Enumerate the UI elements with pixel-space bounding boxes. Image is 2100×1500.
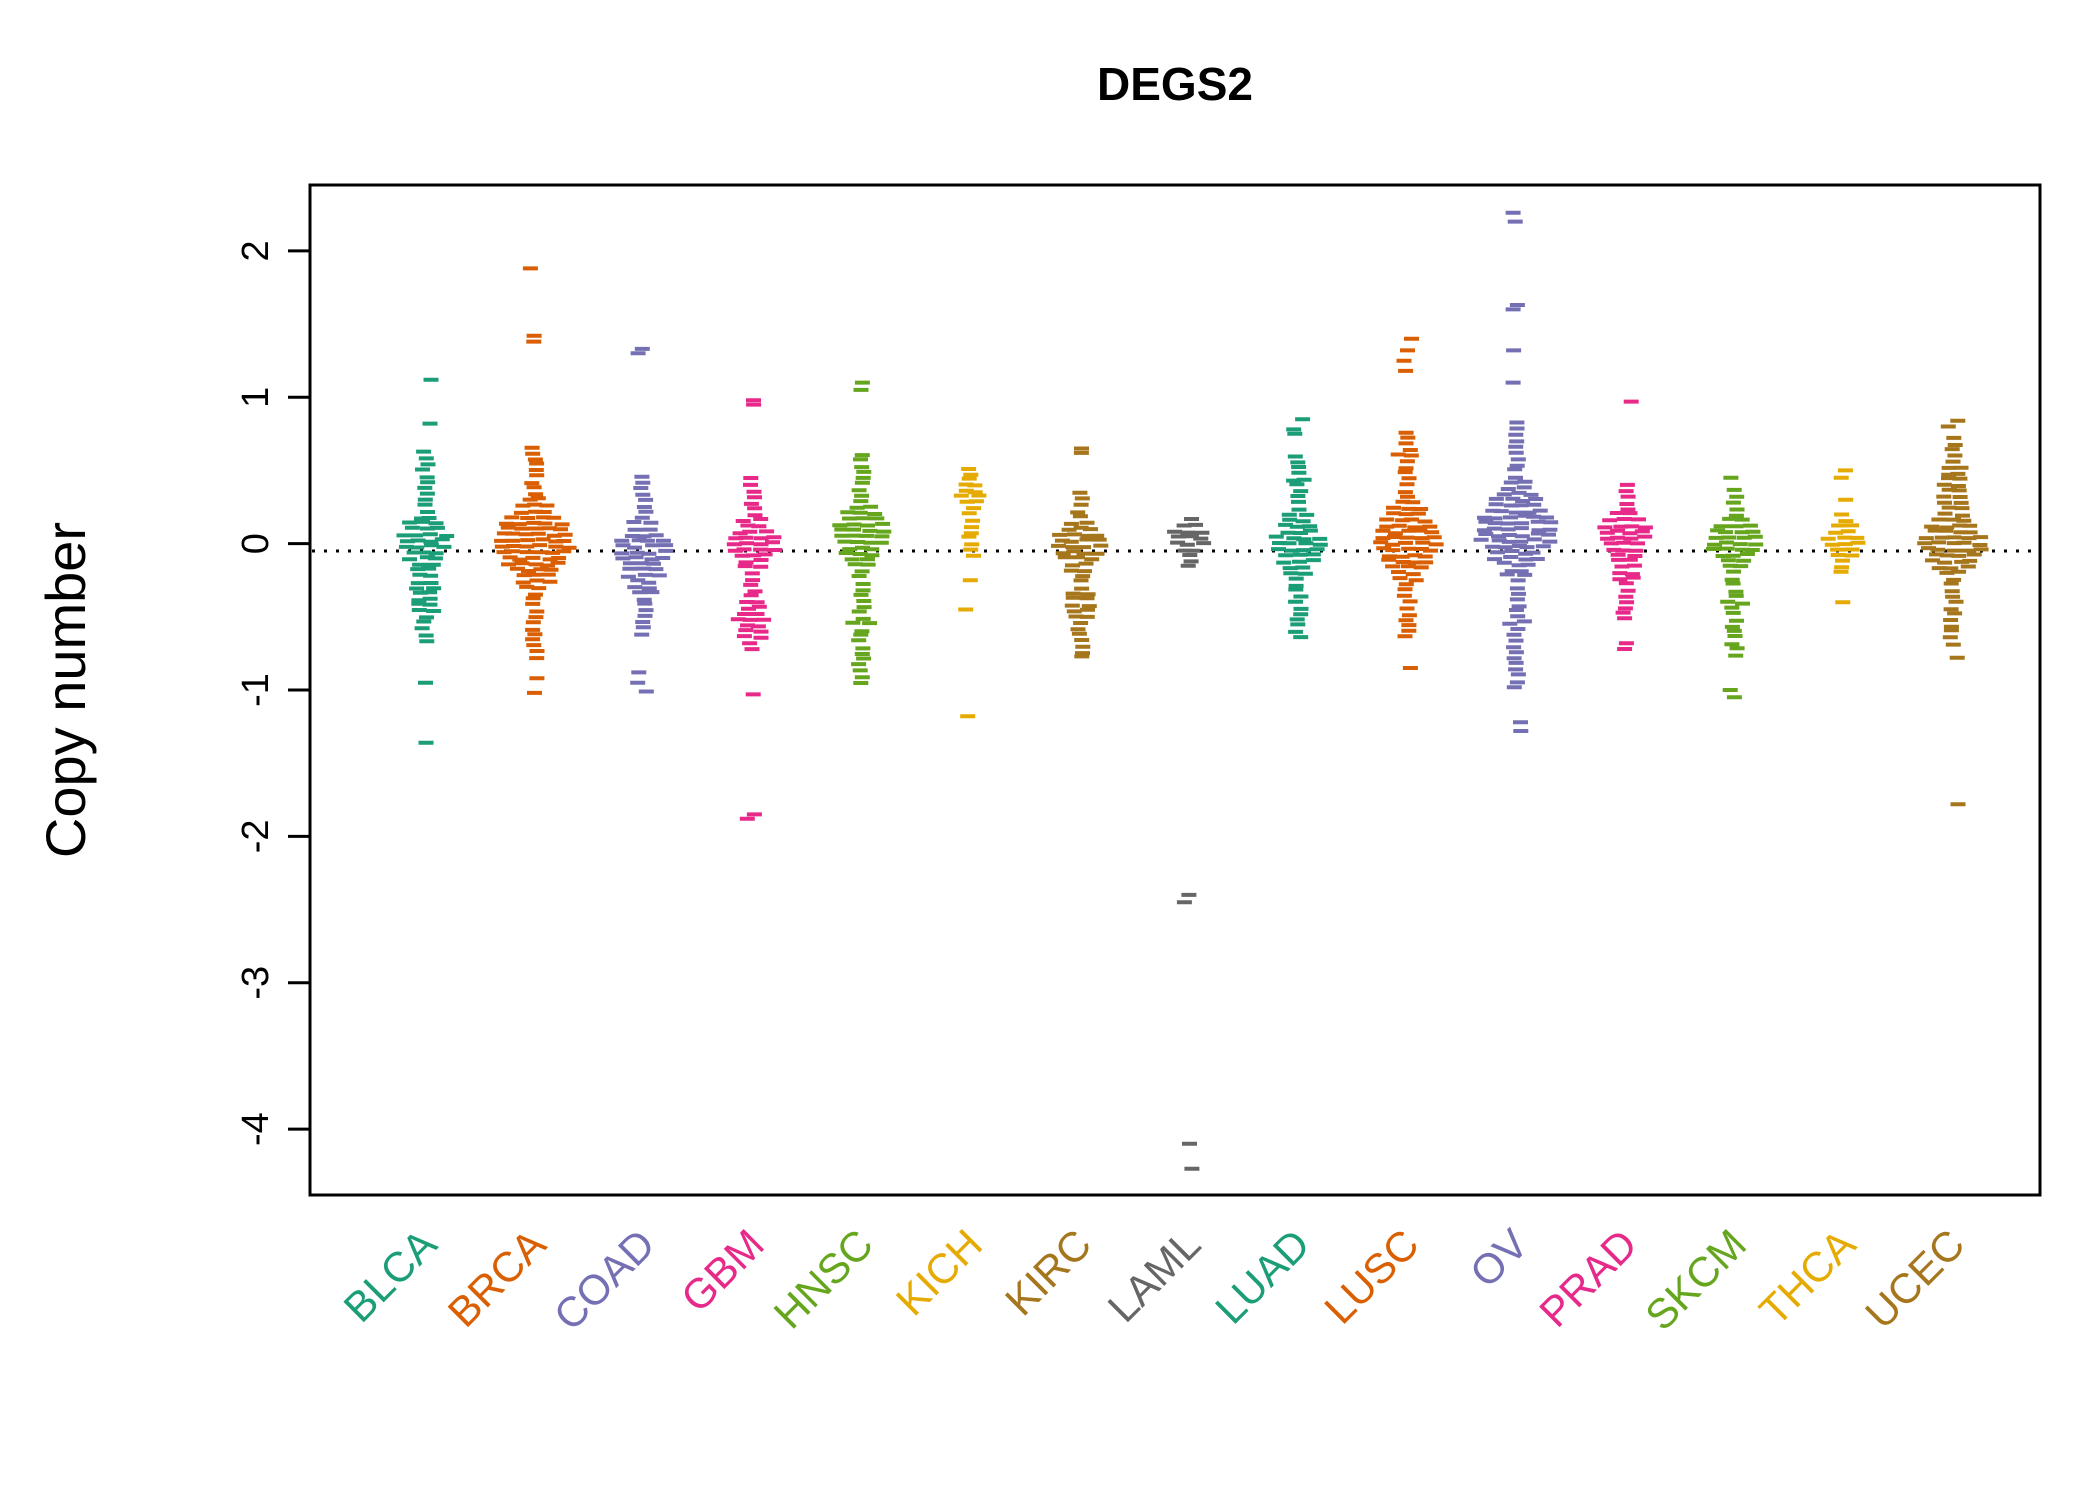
violin-dashes-prad <box>1597 399 1653 651</box>
y-axis-tick-label: -4 <box>235 1112 277 1146</box>
plot-border <box>308 183 2042 1197</box>
y-axis-tick-label: -2 <box>235 819 277 853</box>
violin-dashes-thca <box>1820 468 1866 605</box>
x-axis-label-prad: PRAD <box>1530 1220 1646 1336</box>
violin-dashes-lusc <box>1373 336 1444 670</box>
x-axis-label-kich: KICH <box>887 1220 991 1324</box>
violin-lusc: LUSC <box>1315 336 1444 1333</box>
violin-kirc: KIRC <box>996 446 1109 1324</box>
violin-ucec: UCEC <box>1856 418 1989 1338</box>
x-axis-label-lusc: LUSC <box>1315 1220 1427 1332</box>
violin-coad: COAD <box>545 346 674 1339</box>
violin-dashes-kirc <box>1051 446 1109 659</box>
violin-dashes-luad <box>1268 417 1328 640</box>
violin-dashes-kich <box>953 467 987 719</box>
violin-blca: BLCA <box>335 377 455 1331</box>
violin-dashes-hnsc <box>832 380 892 685</box>
violin-dashes-brca <box>494 266 577 695</box>
x-axis-label-laml: LAML <box>1099 1220 1210 1331</box>
y-axis-tick-label: 0 <box>235 533 277 554</box>
violin-dashes-ov <box>1473 210 1559 733</box>
violin-dashes-blca <box>396 377 455 745</box>
violin-dashes-coad <box>614 346 674 694</box>
violin-skcm: SKCM <box>1636 475 1764 1339</box>
y-axis-title: Copy number <box>34 522 97 858</box>
y-axis-tick-label: 1 <box>235 387 277 408</box>
violin-brca: BRCA <box>439 266 577 1336</box>
violin-dashes-ucec <box>1917 418 1989 807</box>
x-axis-label-ucec: UCEC <box>1856 1220 1973 1337</box>
x-axis-label-blca: BLCA <box>335 1220 446 1331</box>
x-axis-label-kirc: KIRC <box>996 1220 1100 1324</box>
x-axis-label-skcm: SKCM <box>1636 1220 1755 1339</box>
x-axis-label-ov: OV <box>1461 1220 1537 1296</box>
violin-ov: OV <box>1461 210 1559 1296</box>
y-axis-tick-label: -1 <box>235 673 277 707</box>
violin-thca: THCA <box>1750 468 1866 1334</box>
violin-dashes-skcm <box>1706 475 1764 700</box>
x-axis-label-gbm: GBM <box>672 1220 773 1321</box>
violin-dashes-gbm <box>726 398 783 821</box>
x-axis-label-hnsc: HNSC <box>765 1220 882 1337</box>
y-axis-tick-label: 2 <box>235 240 277 261</box>
x-axis-label-luad: LUAD <box>1206 1220 1318 1332</box>
violin-dashes-laml <box>1167 517 1212 1171</box>
y-axis-tick-label: -3 <box>235 966 277 1000</box>
x-axis-label-thca: THCA <box>1750 1220 1864 1334</box>
chart-title: DEGS2 <box>1097 58 1253 110</box>
violin-gbm: GBM <box>672 398 783 1321</box>
x-axis-label-coad: COAD <box>545 1220 664 1339</box>
x-axis-label-brca: BRCA <box>439 1220 555 1336</box>
violin-laml: LAML <box>1099 517 1212 1331</box>
